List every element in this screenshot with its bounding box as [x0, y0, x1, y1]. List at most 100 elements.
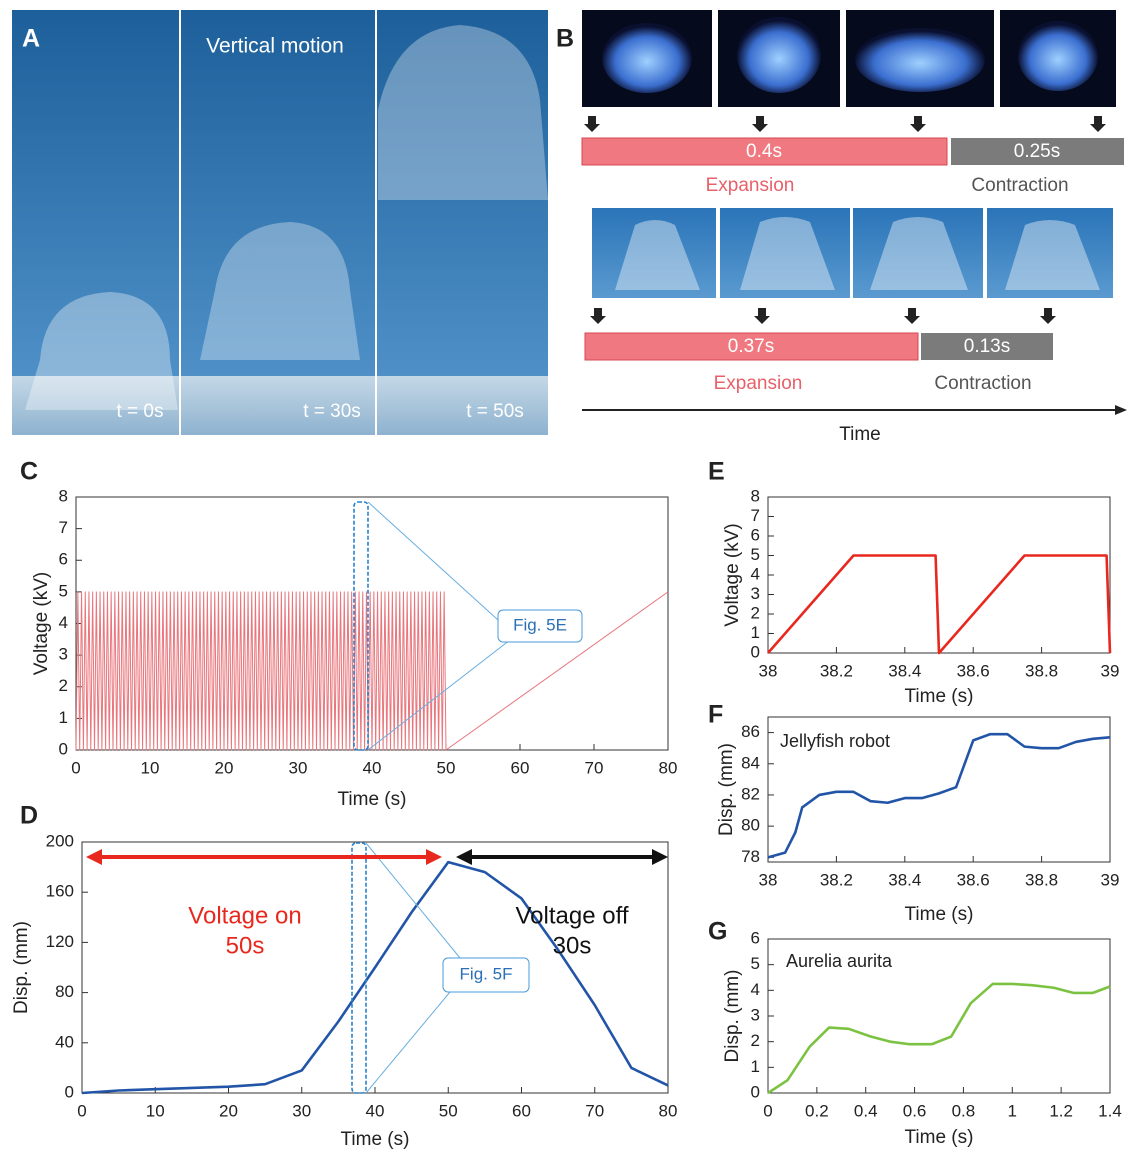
time-label: Time	[839, 424, 881, 445]
y-axis-label: Voltage (kV)	[722, 523, 743, 627]
panel-label: D	[20, 802, 38, 830]
y-tick-label: 3	[59, 645, 68, 664]
y-axis-label: Disp. (mm)	[11, 921, 32, 1014]
y-tick-label: 6	[751, 928, 760, 947]
y-tick-label: 1	[751, 623, 760, 642]
x-tick-label: 1	[1008, 1101, 1017, 1120]
x-tick-label: 50	[437, 758, 456, 777]
y-tick-label: 6	[751, 525, 760, 544]
x-axis-label: Time (s)	[341, 1129, 410, 1150]
y-axis-label: Voltage (kV)	[31, 572, 52, 676]
panel-label: G	[708, 918, 727, 946]
x-tick-label: 30	[292, 1101, 311, 1120]
y-tick-label: 1	[59, 708, 68, 727]
time-stamp: t = 30s	[303, 401, 361, 422]
photo-title: Vertical motion	[206, 35, 344, 58]
x-tick-label: 38.6	[957, 870, 990, 889]
y-tick-label: 3	[751, 1005, 760, 1024]
y-tick-label: 80	[741, 816, 760, 835]
panel-label: E	[708, 458, 725, 486]
x-tick-label: 70	[585, 758, 604, 777]
x-tick-label: 38.8	[1025, 661, 1058, 680]
x-tick-label: 30	[289, 758, 308, 777]
y-tick-label: 84	[741, 753, 760, 772]
x-tick-label: 38.8	[1025, 870, 1058, 889]
x-tick-label: 0.2	[805, 1101, 829, 1120]
x-tick-label: 10	[141, 758, 160, 777]
y-axis-label: Disp. (mm)	[722, 970, 743, 1063]
x-tick-label: 0.8	[952, 1101, 976, 1120]
series-label: Jellyfish robot	[780, 731, 890, 751]
x-tick-label: 40	[366, 1101, 385, 1120]
x-tick-label: 0	[71, 758, 80, 777]
y-tick-label: 80	[55, 982, 74, 1001]
figure: A Vertical motion t = 0s t = 30s t = 50s…	[0, 0, 1127, 1151]
x-tick-label: 10	[146, 1101, 165, 1120]
x-tick-label: 1.4	[1098, 1101, 1122, 1120]
x-tick-label: 38	[759, 661, 778, 680]
photo-row-jellyfish	[582, 10, 1116, 107]
annotation: Voltage on	[188, 902, 301, 929]
duration: 0.4s	[746, 141, 782, 162]
x-tick-label: 80	[659, 1101, 678, 1120]
y-tick-label: 0	[59, 739, 68, 758]
annotation: 50s	[226, 932, 265, 959]
x-tick-label: 70	[585, 1101, 604, 1120]
x-tick-label: 20	[215, 758, 234, 777]
phase-label: Expansion	[714, 373, 803, 394]
y-axis-label: Disp. (mm)	[716, 743, 737, 836]
y-tick-label: 2	[751, 603, 760, 622]
duration: 0.13s	[964, 336, 1010, 357]
x-tick-label: 80	[659, 758, 678, 777]
y-tick-label: 6	[59, 550, 68, 569]
x-tick-label: 38	[759, 870, 778, 889]
y-tick-label: 0	[65, 1082, 74, 1101]
y-tick-label: 5	[751, 545, 760, 564]
x-tick-label: 0	[763, 1101, 772, 1120]
y-tick-label: 86	[741, 722, 760, 741]
x-tick-label: 39	[1101, 661, 1120, 680]
x-tick-label: 50	[439, 1101, 458, 1120]
photo-row-robot	[592, 208, 1113, 298]
x-tick-label: 40	[363, 758, 382, 777]
x-tick-label: 38.2	[820, 661, 853, 680]
y-tick-label: 2	[751, 1031, 760, 1050]
x-tick-label: 39	[1101, 870, 1120, 889]
x-tick-label: 1.2	[1049, 1101, 1073, 1120]
time-arrow-head	[1115, 405, 1127, 415]
duration: 0.25s	[1014, 141, 1060, 162]
time-stamp: t = 50s	[466, 401, 524, 422]
y-tick-label: 5	[59, 581, 68, 600]
panel-label: B	[556, 25, 574, 53]
x-tick-label: 38.6	[957, 661, 990, 680]
x-axis-label: Time (s)	[905, 904, 974, 925]
y-tick-label: 0	[751, 1082, 760, 1101]
x-axis-label: Time (s)	[338, 789, 407, 810]
y-tick-label: 5	[751, 954, 760, 973]
phase-label: Contraction	[971, 175, 1068, 196]
y-tick-label: 2	[59, 676, 68, 695]
panel-label: C	[20, 458, 38, 486]
y-tick-label: 7	[59, 518, 68, 537]
callout-label: Fig. 5F	[460, 964, 513, 983]
y-tick-label: 1	[751, 1057, 760, 1076]
x-tick-label: 0	[77, 1101, 86, 1120]
x-tick-label: 38.2	[820, 870, 853, 889]
x-axis-label: Time (s)	[905, 1127, 974, 1148]
x-tick-label: 38.4	[888, 661, 921, 680]
x-tick-label: 0.6	[903, 1101, 927, 1120]
y-tick-label: 4	[751, 980, 760, 999]
photo-vertical-motion	[12, 10, 548, 435]
y-tick-label: 78	[741, 847, 760, 866]
y-tick-label: 8	[59, 486, 68, 505]
x-tick-label: 38.4	[888, 870, 921, 889]
annotation: 30s	[553, 932, 592, 959]
x-tick-label: 20	[219, 1101, 238, 1120]
phase-label: Expansion	[706, 175, 795, 196]
x-axis-label: Time (s)	[905, 686, 974, 707]
panel-label: A	[22, 25, 40, 53]
series-label: Aurelia aurita	[786, 951, 893, 971]
time-stamp: t = 0s	[117, 401, 164, 422]
y-tick-label: 40	[55, 1032, 74, 1051]
x-tick-label: 60	[512, 1101, 531, 1120]
